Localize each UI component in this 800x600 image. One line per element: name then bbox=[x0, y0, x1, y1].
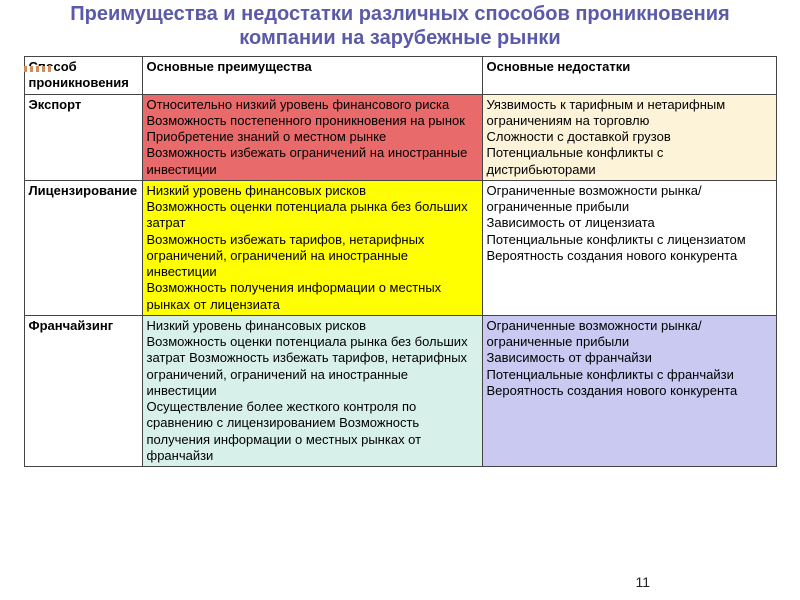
page-title: Преимущества и недостатки различных спос… bbox=[0, 0, 800, 56]
cell-disadvantages: Ограниченные возможности рынка/ограничен… bbox=[482, 315, 776, 466]
cell-advantages: Низкий уровень финансовых рисков Возможн… bbox=[142, 315, 482, 466]
row-label: Лицензирование bbox=[24, 180, 142, 315]
table-row: Экспорт Относительно низкий уровень фина… bbox=[24, 94, 776, 180]
cell-advantages: Относительно низкий уровень финансового … bbox=[142, 94, 482, 180]
table-row: Лицензирование Низкий уровень финансовых… bbox=[24, 180, 776, 315]
page-number: 11 bbox=[635, 574, 650, 590]
row-label: Экспорт bbox=[24, 94, 142, 180]
cell-advantages: Низкий уровень финансовых рисков Возможн… bbox=[142, 180, 482, 315]
cell-disadvantages: Уязвимость к тарифным и нетарифным огран… bbox=[482, 94, 776, 180]
col-header-method: Способ проникновения bbox=[24, 57, 142, 95]
row-label: Франчайзинг bbox=[24, 315, 142, 466]
cell-disadvantages: Ограниченные возможности рынка/ограничен… bbox=[482, 180, 776, 315]
col-header-advantages: Основные преимущества bbox=[142, 57, 482, 95]
col-header-disadvantages: Основные недостатки bbox=[482, 57, 776, 95]
comparison-table: Способ проникновения Основные преимущест… bbox=[24, 56, 777, 467]
table-row: Франчайзинг Низкий уровень финансовых ри… bbox=[24, 315, 776, 466]
accent-bar bbox=[24, 66, 54, 72]
table-header-row: Способ проникновения Основные преимущест… bbox=[24, 57, 776, 95]
